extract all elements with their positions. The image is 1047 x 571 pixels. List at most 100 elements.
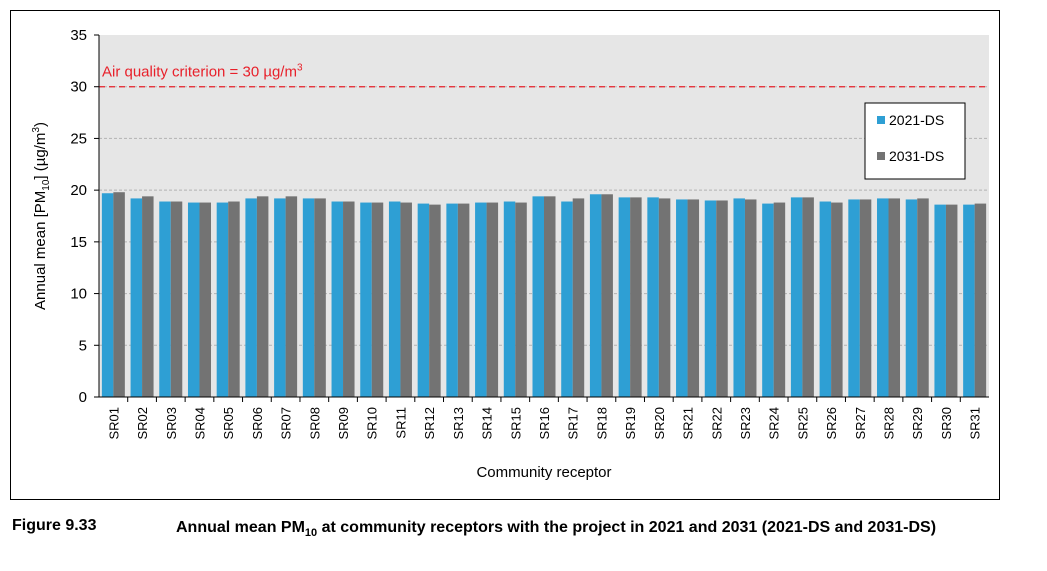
x-tick-label: SR20 [652,407,667,440]
bar-2021-ds-sr30 [934,204,946,397]
bar-2031-ds-sr24 [773,202,786,397]
bar-2021-ds-sr20 [647,197,659,397]
x-tick-label: SR07 [279,407,294,440]
x-tick-label: SR09 [336,407,351,440]
bar-2031-ds-sr13 [457,203,470,397]
y-tick-label: 0 [79,389,87,406]
x-tick-label: SR14 [480,407,495,440]
x-tick-label: SR11 [393,407,408,439]
x-tick-label: SR27 [853,407,868,440]
y-axis-label-suffix: ) [32,122,49,127]
x-tick-label: SR08 [307,407,322,440]
chart-frame: 0 5 10 15 20 25 30 35 SR01 SR02 SR03 SR04 SR05 SR06 S… [10,10,1000,500]
bar-2031-ds-sr09 [343,201,355,397]
bar-2021-ds-sr12 [417,203,430,397]
bar-2031-ds-sr28 [888,198,901,397]
bars [101,192,987,397]
bar-2031-ds-sr23 [744,199,757,397]
x-tick-label: SR28 [882,407,897,440]
x-tick-label: SR17 [566,407,581,440]
bar-2031-ds-sr08 [314,198,326,397]
x-tick-label: SR04 [192,407,207,440]
bar-2031-ds-sr07 [285,196,298,397]
x-tick-label: SR16 [537,407,552,440]
bar-2031-ds-sr17 [572,198,585,397]
bar-2021-ds-sr01 [101,193,114,397]
bar-2021-ds-sr22 [704,200,717,397]
bar-2031-ds-sr21 [687,199,700,397]
bar-2021-ds-sr16 [532,196,544,397]
y-axis-label: Annual mean [PM10] (µg/m3) [31,122,52,310]
caption-sub: 10 [304,527,318,540]
bar-2021-ds-sr29 [905,199,918,397]
x-tick-label: SR31 [968,407,983,440]
bar-2031-ds-sr18 [601,194,613,397]
y-tick-label: 20 [70,182,87,199]
bar-2031-ds-sr30 [945,204,958,397]
bar-2031-ds-sr01 [113,192,125,397]
legend-box [864,102,966,180]
bar-2031-ds-sr20 [658,198,671,397]
bar-2021-ds-sr18 [589,194,602,397]
figure-caption: Annual mean PM10 at community receptors … [176,517,1036,544]
x-tick-label: SR18 [594,407,609,440]
x-tick-label: SR25 [795,407,810,440]
bar-2021-ds-sr11 [388,201,401,397]
bar-2021-ds-sr15 [503,201,516,397]
bar-2021-ds-sr03 [159,201,171,397]
bar-2021-ds-sr25 [790,197,803,397]
x-tick-label: SR12 [422,407,437,440]
criterion-label: Air quality criterion = 30 µg/m3 [102,63,303,81]
bar-2021-ds-sr08 [302,198,315,397]
bar-2021-ds-sr14 [475,202,487,397]
bar-2021-ds-sr19 [618,197,631,397]
x-tick-label: SR30 [939,407,954,440]
x-tick-label: SR02 [135,407,150,440]
figure-number: Figure 9.33 [12,517,97,534]
x-tick-label: SR29 [910,407,925,440]
bar-2031-ds-sr15 [515,202,527,397]
x-axis-label: Community receptor [476,464,611,481]
y-tick-label: 25 [70,130,87,147]
bar-2021-ds-sr02 [130,198,143,397]
y-tick-label: 15 [70,234,87,251]
x-tick-label: SR26 [824,407,839,440]
bar-2031-ds-sr12 [429,204,441,397]
bar-2021-ds-sr09 [331,201,344,397]
x-tick-label: SR06 [250,407,265,440]
legend: 2021-DS 2031-DS [864,102,966,180]
bar-2021-ds-sr17 [561,201,573,397]
x-tick-label: SR10 [365,407,380,440]
legend-swatch-2031-ds [877,152,885,160]
bar-2021-ds-sr05 [216,202,229,397]
x-tick-label: SR05 [221,407,236,440]
bar-2031-ds-sr25 [802,197,814,397]
criterion-label-text: Air quality criterion = 30 µg/m [102,64,297,81]
bar-2031-ds-sr27 [859,199,872,397]
bar-2021-ds-sr24 [762,203,774,397]
y-axis-label-mid: ] (µg/m [32,133,49,180]
y-axis-label-sub: 10 [41,179,52,191]
x-tick-label: SR19 [623,407,638,440]
bar-2021-ds-sr27 [848,199,860,397]
bar-2031-ds-sr22 [716,200,728,397]
bar-2031-ds-sr02 [142,196,154,397]
legend-label-2021-ds: 2021-DS [889,112,944,128]
bar-2021-ds-sr07 [274,198,286,397]
y-tick-label: 5 [79,337,87,354]
x-tick-label: SR03 [164,407,179,440]
bar-2031-ds-sr29 [917,198,929,397]
bar-2021-ds-sr04 [187,202,200,397]
x-tick-label: SR15 [508,407,523,440]
bar-2031-ds-sr31 [974,203,987,397]
x-tick-label: SR22 [709,407,724,440]
bar-2021-ds-sr28 [877,198,889,397]
bar-2031-ds-sr14 [486,202,499,397]
bar-2021-ds-sr13 [446,203,458,397]
y-tick-label: 10 [70,286,87,303]
x-tick-label: SR21 [681,407,696,440]
bar-2021-ds-sr21 [676,199,688,397]
bar-2031-ds-sr06 [256,196,269,397]
bar-2031-ds-sr19 [630,197,642,397]
